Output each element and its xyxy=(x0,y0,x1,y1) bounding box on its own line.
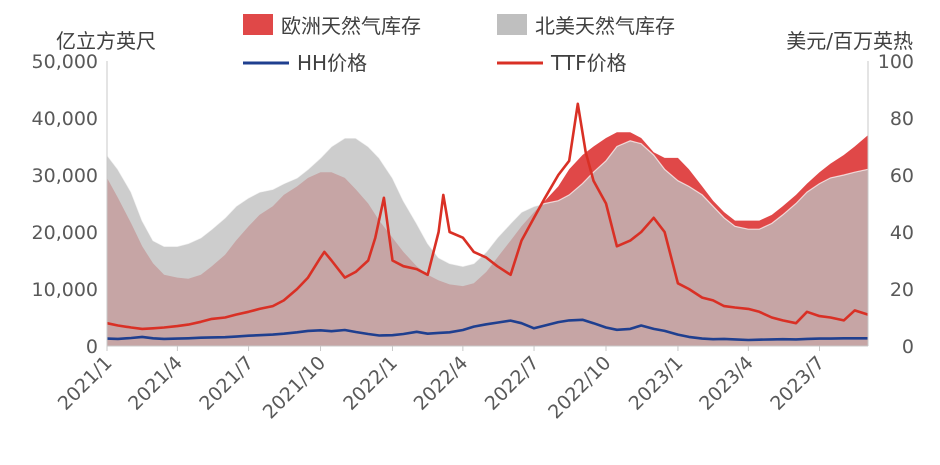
y-right-tick-label: 20 xyxy=(890,279,914,301)
legend-swatch-us-storage xyxy=(497,14,527,35)
y-right-tick-label: 40 xyxy=(890,222,914,244)
y-left-tick-label: 10,000 xyxy=(32,279,98,301)
x-tick-label: 2021/1 xyxy=(54,352,117,415)
legend: 欧洲天然气库存 北美天然气库存 HH价格 TTF价格 xyxy=(243,14,675,75)
left-axis-unit: 亿立方英尺 xyxy=(56,29,156,53)
x-tick-label: 2023/7 xyxy=(766,352,829,415)
x-tick-label: 2021/7 xyxy=(195,352,258,415)
y-left-tick-label: 50,000 xyxy=(32,51,98,73)
y-right-tick-label: 60 xyxy=(890,165,914,187)
x-tick-label: 2022/1 xyxy=(339,352,402,415)
legend-label-eu-storage: 欧洲天然气库存 xyxy=(281,14,421,38)
y-left-tick-label: 20,000 xyxy=(32,222,98,244)
y-right-tick-label: 80 xyxy=(890,108,914,130)
plot-area xyxy=(106,102,869,346)
x-tick-label: 2022/4 xyxy=(410,352,473,415)
right-axis-unit: 美元/百万英热 xyxy=(786,29,913,53)
series-area-us-storage xyxy=(107,138,868,346)
y-right-tick-label: 100 xyxy=(878,51,914,73)
series-edge-us-storage xyxy=(106,137,869,267)
x-tick-label: 2023/1 xyxy=(625,352,688,415)
x-tick-label: 2022/7 xyxy=(481,352,544,415)
series-line-ttf xyxy=(106,102,869,331)
y-left-tick-label: 40,000 xyxy=(32,108,98,130)
y-left-tick-label: 30,000 xyxy=(32,165,98,187)
x-tick-label: 2023/4 xyxy=(695,352,758,415)
series-line-hh xyxy=(106,318,868,342)
legend-swatch-eu-storage xyxy=(243,14,273,35)
y-right-tick-label: 0 xyxy=(902,336,914,358)
legend-label-us-storage: 北美天然气库存 xyxy=(535,14,675,38)
legend-label-ttf: TTF价格 xyxy=(550,51,627,75)
x-tick-label: 2022/10 xyxy=(544,352,615,423)
y-left-tick-label: 0 xyxy=(86,336,98,358)
x-tick-label: 2021/4 xyxy=(124,352,187,415)
x-tick-label: 2021/10 xyxy=(259,352,330,423)
legend-label-hh: HH价格 xyxy=(297,51,367,75)
